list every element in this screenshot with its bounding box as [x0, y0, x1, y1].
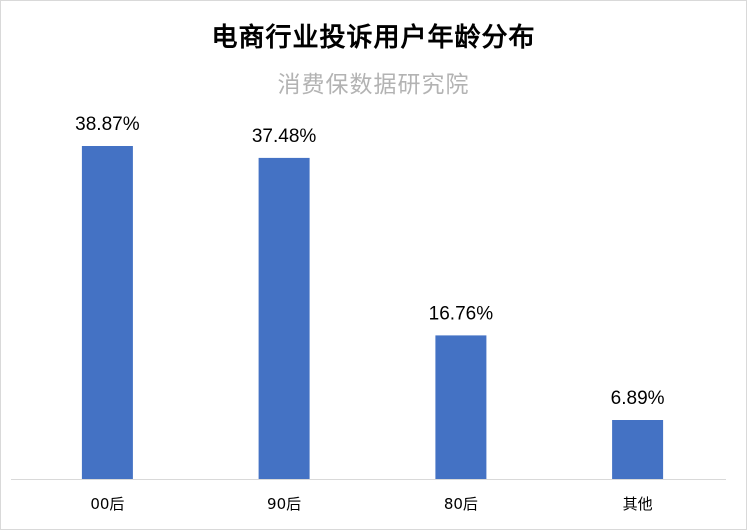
bar-3	[612, 420, 664, 479]
data-label-3: 6.89%	[611, 388, 665, 409]
data-label-1: 37.48%	[252, 126, 317, 147]
x-tick-label-1: 90后	[267, 495, 301, 513]
chart-subtitle: 消费保数据研究院	[277, 72, 470, 98]
bar-0	[81, 146, 133, 479]
data-label-0: 38.87%	[75, 114, 140, 135]
x-tick-label-2: 80后	[444, 495, 478, 513]
chart-title: 电商行业投诉用户年龄分布	[211, 23, 536, 53]
bar-2	[435, 335, 487, 479]
x-tick-label-0: 00后	[90, 495, 124, 513]
x-tick-label-3: 其他	[623, 495, 653, 513]
data-label-2: 16.76%	[429, 303, 494, 324]
bar-1	[258, 157, 310, 479]
